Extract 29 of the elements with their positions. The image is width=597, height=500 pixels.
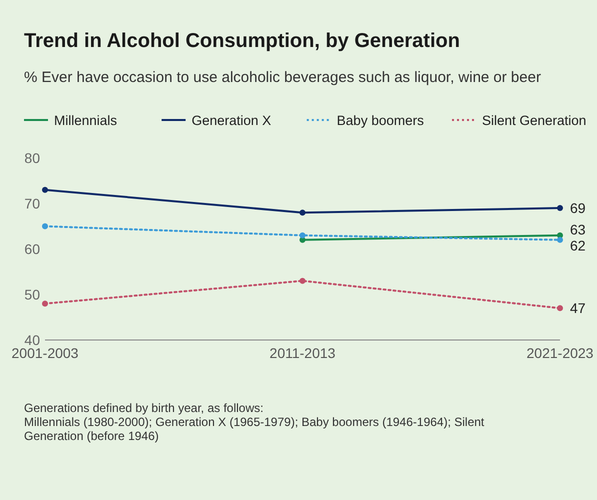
y-tick-label: 50 (24, 286, 40, 302)
data-label: 47 (570, 300, 586, 316)
y-tick-label: 60 (24, 241, 40, 257)
data-label: 62 (570, 238, 586, 254)
legend-label: Millennials (54, 113, 118, 128)
y-tick-label: 40 (24, 332, 40, 348)
data-label: 63 (570, 222, 586, 238)
y-tick-label: 80 (24, 150, 40, 166)
y-tick-label: 70 (24, 196, 40, 212)
x-tick-label: 2001-2003 (12, 345, 79, 361)
point (300, 232, 306, 238)
data-label: 69 (570, 200, 586, 216)
x-tick-label: 2021-2023 (526, 345, 594, 361)
point (42, 186, 48, 193)
point (557, 305, 563, 312)
legend-label: Baby boomers (336, 113, 424, 128)
point (557, 236, 563, 243)
point (42, 300, 48, 307)
x-tick-label: 2011-2013 (270, 345, 336, 361)
text: Generations defined by birth year, as follows: (24, 401, 264, 415)
legend-label: Silent Generation (482, 113, 586, 128)
point (300, 210, 306, 216)
legend-label: Generation X (192, 113, 272, 128)
chart-subtitle: % Ever have occasion to use alcoholic beverages such as liquor, wine or beer (24, 69, 541, 86)
point (557, 205, 563, 212)
point (300, 278, 306, 284)
point (42, 223, 48, 230)
chart-title: Trend in Alcohol Consumption, by Generation (24, 30, 460, 52)
text: Millennials (1980-2000); Generation X (1965-1979); Baby boomers (1946-1964); Silent Generation (before 1946) (24, 415, 485, 443)
